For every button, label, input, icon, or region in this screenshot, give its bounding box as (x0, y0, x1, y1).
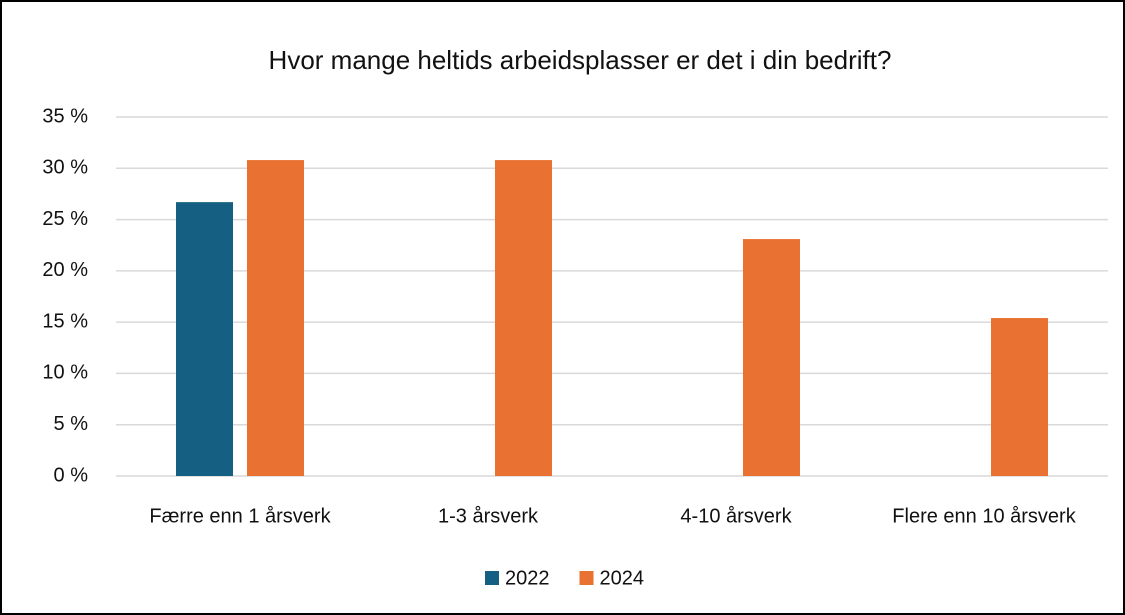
y-tick-label: 25 % (42, 208, 88, 230)
y-tick-label: 30 % (42, 157, 88, 179)
bar (495, 160, 552, 476)
legend-swatch (579, 571, 594, 585)
legend-label: 2022 (505, 567, 550, 589)
bar (176, 202, 233, 477)
y-tick-label: 10 % (42, 362, 88, 384)
y-tick-label: 20 % (42, 259, 88, 281)
legend-label: 2024 (600, 567, 645, 589)
bar (247, 160, 304, 476)
y-tick-label: 0 % (54, 464, 89, 486)
chart-title: Hvor mange heltids arbeidsplasser er det… (269, 45, 892, 75)
legend-swatch (485, 571, 499, 585)
bar (743, 239, 800, 476)
y-tick-label: 5 % (54, 413, 89, 435)
x-tick-label: 4-10 årsverk (680, 505, 792, 527)
y-tick-label: 15 % (42, 310, 88, 332)
x-tick-label: 1-3 årsverk (438, 505, 539, 527)
bar (991, 318, 1048, 476)
x-tick-label: Færre enn 1 årsverk (149, 505, 331, 527)
x-tick-label: Flere enn 10 årsverk (892, 505, 1076, 527)
y-tick-label: 35 % (42, 105, 88, 127)
